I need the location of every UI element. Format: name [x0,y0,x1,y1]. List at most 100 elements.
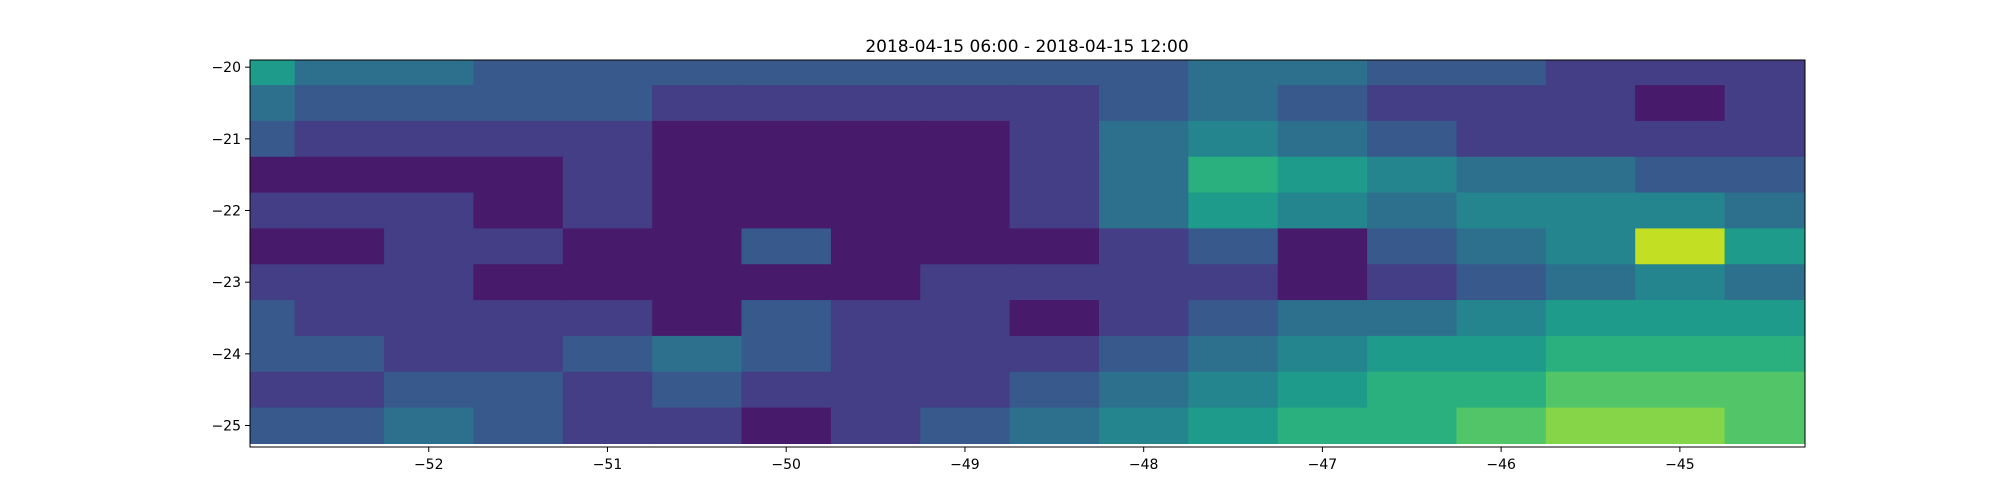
contour-cell [1545,156,1636,194]
contour-cell [1456,264,1547,301]
contour-cell [1098,192,1189,230]
contour-cell [1545,407,1636,445]
contour-cell [473,264,564,301]
contour-cell [1098,60,1189,86]
x-tick-label: −50 [771,457,801,473]
contour-cell [250,60,296,86]
contour-cell [1098,156,1189,194]
contour-cell [473,371,564,409]
contour-cell [1814,228,1904,264]
contour-cell [1367,120,1458,158]
contour-cell [1635,60,1726,86]
contour-cell [1724,371,1805,409]
contour-cell [1277,264,1368,301]
contour-cell [1814,408,1904,444]
contour-cell [1724,335,1805,373]
y-axis: −20 −21 −22 −23 −24 −25 [211,60,250,435]
contour-cell [1277,300,1368,337]
x-tick-label: −52 [414,457,444,473]
contour-cell [562,192,653,230]
contour-cell [1188,60,1279,86]
contour-cell [1724,120,1805,158]
contour-cell [562,371,653,409]
contour-cell [1635,264,1726,301]
contour-cell [294,156,385,194]
contour-cell [830,192,921,230]
contour-cell [562,85,653,122]
x-tick-label: −49 [950,457,980,473]
contour-cell [1635,228,1726,265]
contour-cell [830,335,921,373]
contour-cell [294,407,385,445]
contour-cell [652,192,743,230]
contour-cell [473,407,564,445]
x-tick-label: −45 [1665,457,1695,473]
contour-cell [473,300,564,337]
contour-cell [920,60,1011,86]
contour-cell [1367,407,1458,445]
contour-cell [1009,60,1100,86]
contour-cell [652,85,743,122]
contour-cell [830,407,921,445]
contour-cell [1635,371,1726,409]
contour-cell [1188,264,1279,301]
contour-cell [1009,300,1100,337]
contour-cell [920,371,1011,409]
plot-frame [249,59,1806,448]
chart-title: 2018-04-15 06:00 - 2018-04-15 12:00 [865,37,1188,57]
contour-cell [1277,407,1368,445]
x-tick-label: −51 [593,457,623,473]
contour-cell [562,335,653,373]
contour-cell [473,335,564,373]
contour-cell [473,85,564,122]
contour-cell [1009,264,1100,301]
contour-cell [250,85,296,122]
contour-cell [1367,335,1458,373]
y-tick-label: −24 [211,347,241,363]
plot-area [250,60,1904,445]
y-tick-label: −21 [211,132,241,148]
contour-cell [1009,371,1100,409]
contour-cell [384,407,475,445]
contour-cell [830,228,921,265]
contour-cell [1635,407,1726,445]
y-tick-label: −20 [211,60,241,76]
contour-cell [1188,85,1279,122]
contour-cell [1724,60,1805,86]
contour-cell [384,228,475,265]
contour-cell [1009,335,1100,373]
contour-cell [384,156,475,194]
contour-cell [741,85,832,122]
contour-cell [652,264,743,301]
contour-cell [1814,264,1904,300]
contour-cell [294,120,385,158]
contour-cell [1277,60,1368,86]
contour-cell [1098,120,1189,158]
contour-cell [250,407,296,445]
contour-cell [384,60,475,86]
contour-cell [1277,228,1368,265]
contour-cell [384,371,475,409]
contour-cell [1814,193,1904,229]
contour-cell [473,60,564,86]
contour-cell [1724,228,1805,265]
contour-cell [1635,85,1726,122]
contour-cell [830,60,921,86]
contour-cell [250,228,296,265]
y-tick-label: −23 [211,275,241,291]
contour-cell [250,335,296,373]
contour-cell [830,300,921,337]
contour-cell [1098,407,1189,445]
contour-cell [294,192,385,230]
contour-cell [1367,85,1458,122]
contour-cell [652,156,743,194]
contour-cell [741,407,832,445]
contour-cell [1724,85,1805,122]
contour-cell [1545,85,1636,122]
contour-cell [250,264,296,301]
contour-cell [1814,300,1904,336]
contour-cell [1188,407,1279,445]
contour-cell [1098,335,1189,373]
contour-cell [1545,192,1636,230]
